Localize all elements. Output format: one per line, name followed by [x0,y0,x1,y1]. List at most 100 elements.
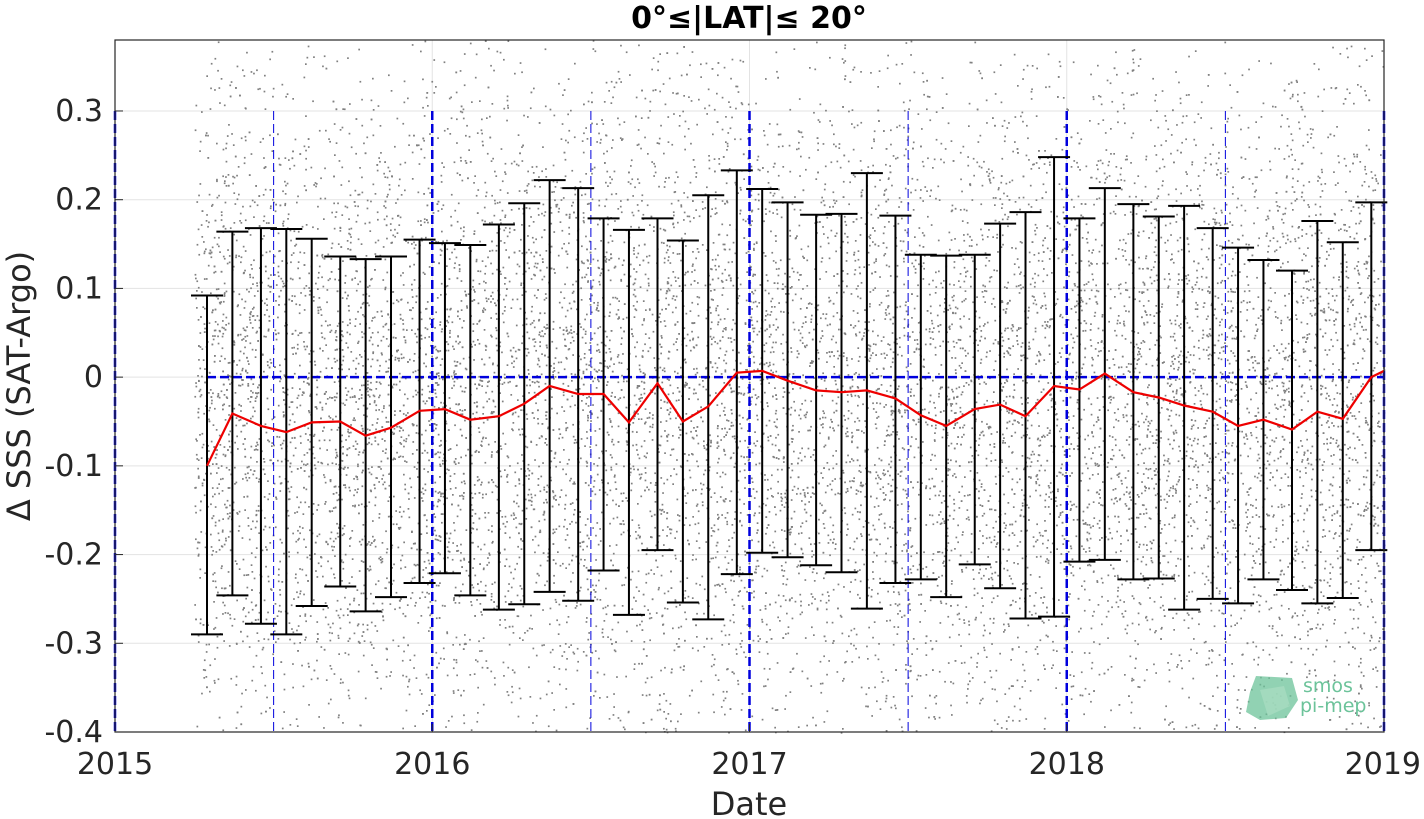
scatter-point [689,181,692,184]
scatter-point [1151,618,1154,621]
scatter-point [411,317,414,320]
scatter-point [420,615,423,617]
scatter-point [924,610,926,612]
scatter-point [667,256,670,258]
scatter-point [210,440,213,443]
scatter-point [636,144,639,146]
scatter-point [1236,550,1238,552]
scatter-point [1021,686,1024,688]
scatter-point [236,174,238,177]
scatter-point [1098,502,1100,504]
scatter-point [617,398,620,401]
scatter-point [735,107,737,110]
scatter-point [1072,337,1075,340]
scatter-point [930,224,933,226]
scatter-point [1324,535,1326,537]
scatter-point [421,433,423,436]
scatter-point [1125,366,1128,368]
scatter-point [609,489,612,492]
scatter-point [1172,617,1174,619]
scatter-point [516,462,519,465]
scatter-point [1274,311,1277,313]
scatter-point [197,416,200,419]
scatter-point [330,258,333,260]
scatter-point [1083,652,1086,654]
scatter-point [1031,88,1033,91]
scatter-point [752,327,754,330]
scatter-point [1218,592,1221,595]
scatter-point [442,647,445,650]
scatter-point [933,158,936,161]
scatter-point [793,208,796,211]
scatter-point [1288,319,1291,321]
scatter-point [269,134,271,137]
scatter-point [372,109,375,111]
scatter-point [660,335,663,337]
scatter-point [199,568,202,571]
scatter-point [717,277,720,280]
scatter-point [397,527,400,529]
scatter-point [320,324,323,327]
scatter-point [1150,547,1153,550]
scatter-point [578,388,581,390]
scatter-point [1345,191,1347,193]
scatter-point [1350,200,1353,202]
scatter-point [730,341,733,343]
scatter-point [439,540,442,542]
scatter-point [1060,553,1063,555]
scatter-point [1249,447,1252,450]
scatter-point [242,245,245,248]
scatter-point [651,426,654,429]
scatter-point [473,289,475,291]
scatter-point [638,244,640,247]
scatter-point [890,706,893,709]
scatter-point [352,359,355,362]
scatter-point [315,393,318,396]
scatter-point [217,342,220,345]
scatter-point [225,466,228,469]
scatter-point [282,225,285,227]
scatter-point [409,309,411,311]
scatter-point [722,390,724,393]
scatter-point [366,568,369,570]
scatter-point [1046,434,1049,436]
scatter-point [1124,281,1127,284]
scatter-point [667,259,670,262]
scatter-point [504,619,506,621]
scatter-point [1001,461,1003,463]
scatter-point [777,145,780,148]
scatter-point [1153,251,1156,253]
scatter-point [512,632,515,634]
scatter-point [1039,209,1042,211]
scatter-point [661,337,663,339]
scatter-point [357,362,360,365]
scatter-point [1118,521,1120,523]
scatter-point [253,216,255,218]
scatter-point [282,439,285,442]
scatter-point [776,70,778,73]
scatter-point [429,601,432,603]
scatter-point [1173,516,1176,519]
scatter-point [1069,455,1071,457]
scatter-point [490,160,493,162]
scatter-point [1039,639,1042,642]
scatter-point [1080,299,1083,301]
scatter-point [1358,665,1360,668]
scatter-point [1154,494,1157,497]
scatter-point [1107,164,1110,167]
scatter-point [459,409,461,411]
scatter-point [305,574,308,577]
scatter-point [284,324,286,327]
scatter-point [753,442,755,445]
scatter-point [359,354,361,356]
scatter-point [346,394,348,396]
scatter-point [419,597,421,599]
scatter-point [824,640,827,642]
scatter-point [1090,289,1093,292]
scatter-point [894,603,897,605]
scatter-point [325,129,327,132]
scatter-point [958,249,960,252]
scatter-point [1335,442,1338,444]
scatter-point [218,236,220,239]
scatter-point [368,501,371,504]
